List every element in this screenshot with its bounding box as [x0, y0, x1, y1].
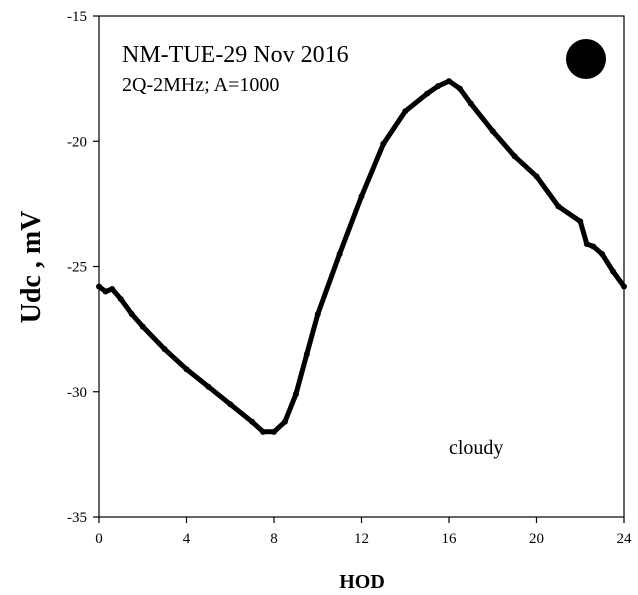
data-point	[590, 243, 597, 250]
data-point	[533, 173, 540, 180]
data-point	[610, 268, 617, 275]
series-line	[96, 78, 627, 435]
data-point	[128, 311, 135, 318]
data-point	[314, 311, 321, 318]
data-point	[139, 323, 146, 330]
data-point	[380, 140, 387, 147]
x-tick-label: 12	[354, 531, 369, 547]
x-tick-label: 4	[183, 531, 191, 547]
data-point	[161, 346, 168, 353]
x-tick-label: 0	[95, 531, 103, 547]
data-point	[358, 193, 365, 200]
data-point	[260, 428, 267, 435]
data-point	[583, 240, 590, 247]
data-point	[281, 418, 288, 425]
data-point	[555, 203, 562, 210]
y-tick-label: -15	[67, 9, 87, 25]
y-axis-ticks: -35 -30 -25 -20 -15	[67, 9, 99, 526]
chart-subtitle: 2Q-2MHz; A=1000	[122, 74, 279, 96]
x-tick-label: 24	[617, 531, 633, 547]
data-point	[435, 83, 442, 90]
data-point	[303, 351, 310, 358]
x-tick-label: 8	[270, 531, 278, 547]
data-point	[249, 418, 256, 425]
x-tick-label: 16	[442, 531, 458, 547]
data-point	[96, 283, 102, 290]
data-point	[117, 296, 124, 303]
data-point	[467, 100, 474, 107]
data-series	[96, 78, 627, 435]
y-tick-label: -20	[67, 134, 87, 150]
chart-title: NM-TUE-29 Nov 2016	[122, 42, 349, 68]
y-axis-title: Udc , mV	[16, 211, 47, 324]
data-point	[599, 250, 606, 257]
condition-annotation: cloudy	[449, 437, 503, 459]
data-point	[109, 286, 116, 293]
y-tick-label: -30	[67, 385, 87, 401]
data-point	[183, 366, 190, 373]
data-point	[402, 108, 409, 115]
data-point	[227, 401, 234, 408]
data-point	[292, 391, 299, 398]
data-point	[102, 288, 109, 295]
data-point	[511, 153, 518, 160]
data-point	[621, 283, 627, 290]
y-tick-label: -35	[67, 510, 87, 526]
data-point	[489, 128, 496, 135]
data-point	[205, 383, 212, 390]
data-point	[456, 85, 463, 92]
data-point	[446, 78, 452, 85]
y-tick-label: -25	[67, 260, 87, 276]
weather-marker-icon	[566, 39, 606, 79]
data-point	[336, 250, 343, 257]
data-point	[577, 218, 584, 225]
x-tick-label: 20	[529, 531, 544, 547]
data-point	[424, 90, 431, 97]
data-point	[271, 428, 277, 435]
x-axis-ticks: 0 4 8 12 16 20 24	[95, 517, 632, 547]
x-axis-title: HOD	[339, 571, 385, 593]
